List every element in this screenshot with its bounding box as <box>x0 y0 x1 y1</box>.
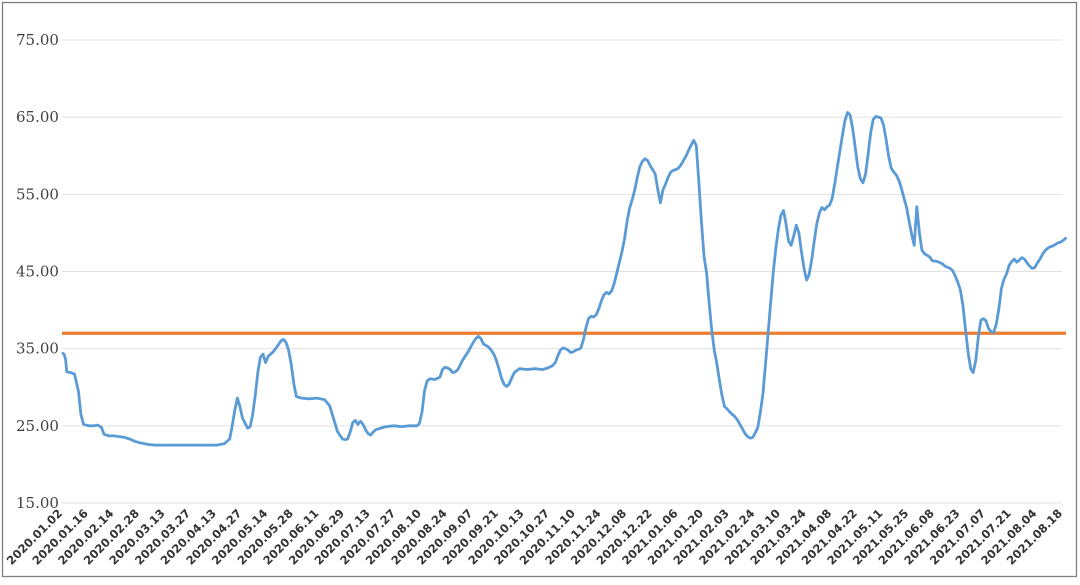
y-axis-label: 55.00 <box>16 185 59 203</box>
y-axis-label: 75.00 <box>16 31 59 49</box>
y-axis-label: 65.00 <box>16 108 59 126</box>
y-axis-label: 35.00 <box>16 340 59 358</box>
y-axis-label: 25.00 <box>16 417 59 435</box>
price-line <box>61 111 1067 447</box>
y-axis-label: 15.00 <box>16 494 59 512</box>
y-axis-label: 45.00 <box>16 263 59 281</box>
